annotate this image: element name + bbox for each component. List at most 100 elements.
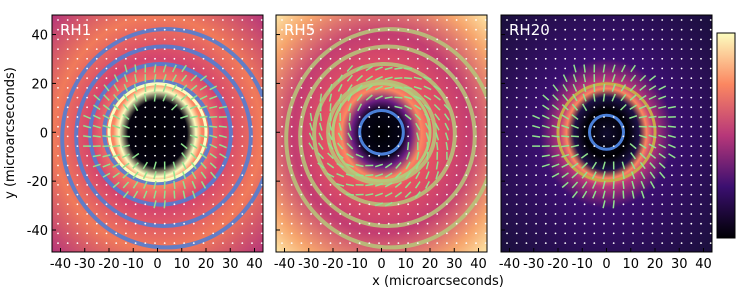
grid-dot — [456, 242, 458, 244]
grid-dot — [661, 213, 663, 215]
grid-dot — [320, 77, 322, 79]
grid-dot — [398, 223, 400, 225]
grid-dot — [407, 126, 409, 128]
grid-dot — [593, 48, 595, 50]
grid-dot — [574, 19, 576, 21]
grid-dot — [222, 39, 224, 41]
grid-dot — [700, 155, 702, 157]
grid-dot — [241, 184, 243, 186]
grid-dot — [57, 126, 59, 128]
grid-dot — [710, 136, 712, 138]
grid-dot — [320, 233, 322, 235]
grid-dot — [593, 39, 595, 41]
grid-dot — [427, 242, 429, 244]
panel-title: RH5 — [284, 21, 315, 39]
grid-dot — [398, 155, 400, 157]
grid-dot — [241, 136, 243, 138]
grid-dot — [681, 203, 683, 205]
grid-dot — [475, 77, 477, 79]
grid-dot — [465, 68, 467, 70]
grid-dot — [349, 39, 351, 41]
grid-dot — [584, 39, 586, 41]
grid-dot — [526, 87, 528, 89]
grid-dot — [485, 126, 487, 128]
grid-dot — [222, 242, 224, 244]
grid-dot — [135, 145, 137, 147]
grid-dot — [57, 97, 59, 99]
grid-dot — [281, 223, 283, 225]
grid-dot — [154, 19, 156, 21]
grid-dot — [232, 184, 234, 186]
grid-dot — [232, 223, 234, 225]
grid-dot — [681, 116, 683, 118]
grid-dot — [330, 29, 332, 31]
grid-dot — [465, 233, 467, 235]
grid-dot — [700, 29, 702, 31]
grid-dot — [183, 136, 185, 138]
grid-dot — [427, 203, 429, 205]
grid-dot — [690, 29, 692, 31]
grid-dot — [603, 58, 605, 60]
grid-dot — [475, 19, 477, 21]
grid-dot — [232, 194, 234, 196]
grid-dot — [535, 87, 537, 89]
x-tick-label: -20 — [547, 257, 568, 272]
grid-dot — [465, 39, 467, 41]
grid-dot — [86, 58, 88, 60]
x-tick-label: -40 — [499, 257, 520, 272]
grid-dot — [310, 242, 312, 244]
grid-dot — [77, 136, 79, 138]
grid-dot — [574, 29, 576, 31]
grid-dot — [154, 233, 156, 235]
grid-dot — [193, 39, 195, 41]
grid-dot — [96, 213, 98, 215]
polarization-tick — [552, 146, 560, 147]
grid-dot — [485, 174, 487, 176]
grid-dot — [291, 213, 293, 215]
y-tick-label: 0 — [40, 126, 48, 141]
polarization-tick — [613, 181, 614, 189]
grid-dot — [57, 155, 59, 157]
grid-dot — [516, 106, 518, 108]
grid-dot — [261, 136, 263, 138]
grid-dot — [241, 97, 243, 99]
grid-dot — [281, 242, 283, 244]
grid-dot — [485, 77, 487, 79]
grid-dot — [526, 233, 528, 235]
grid-dot — [623, 203, 625, 205]
grid-dot — [388, 106, 390, 108]
grid-dot — [281, 77, 283, 79]
grid-dot — [232, 58, 234, 60]
grid-dot — [436, 213, 438, 215]
grid-dot — [506, 19, 508, 21]
grid-dot — [57, 145, 59, 147]
grid-dot — [67, 77, 69, 79]
grid-dot — [593, 126, 595, 128]
grid-dot — [465, 184, 467, 186]
grid-dot — [465, 48, 467, 50]
grid-dot — [526, 77, 528, 79]
grid-dot — [388, 116, 390, 118]
grid-dot — [710, 97, 712, 99]
grid-dot — [144, 29, 146, 31]
grid-dot — [241, 106, 243, 108]
grid-dot — [535, 48, 537, 50]
grid-dot — [681, 126, 683, 128]
grid-dot — [203, 19, 205, 21]
grid-dot — [241, 77, 243, 79]
grid-dot — [436, 19, 438, 21]
grid-dot — [642, 48, 644, 50]
x-tick-label: 20 — [422, 257, 439, 272]
grid-dot — [690, 77, 692, 79]
grid-dot — [144, 145, 146, 147]
grid-dot — [86, 203, 88, 205]
grid-dot — [535, 194, 537, 196]
grid-dot — [291, 126, 293, 128]
grid-dot — [388, 242, 390, 244]
grid-dot — [232, 29, 234, 31]
grid-dot — [407, 39, 409, 41]
polarization-tick — [346, 194, 354, 195]
grid-dot — [349, 213, 351, 215]
grid-dot — [526, 145, 528, 147]
grid-dot — [613, 223, 615, 225]
